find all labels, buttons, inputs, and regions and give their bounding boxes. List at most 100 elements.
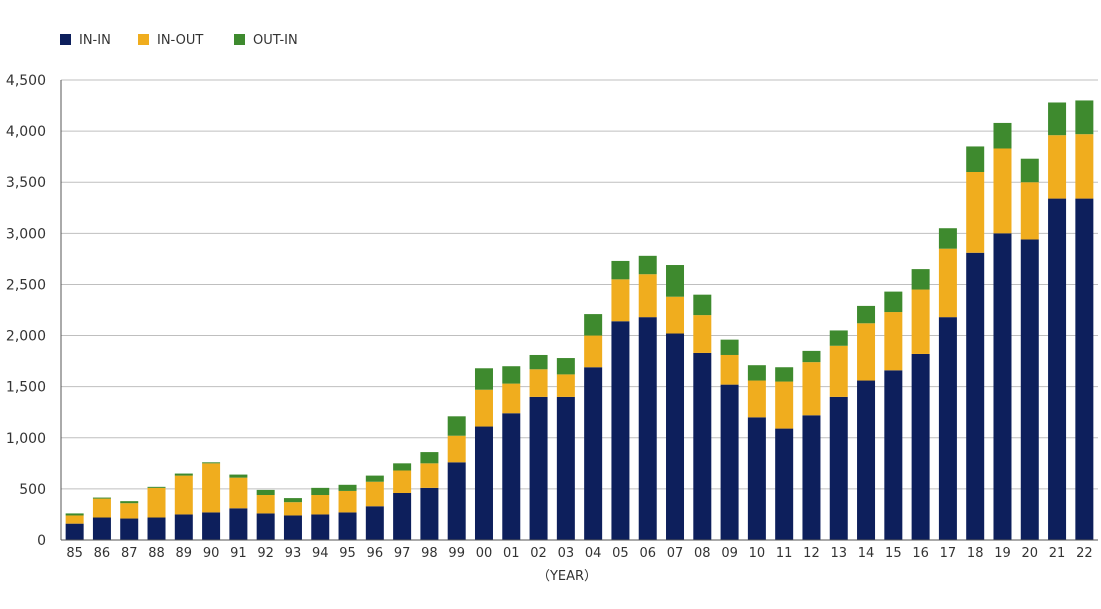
x-tick-label: 08 bbox=[694, 546, 711, 561]
bar-in-in-07 bbox=[666, 333, 685, 540]
bar-out-in-00 bbox=[474, 368, 493, 390]
bar-in-out-08 bbox=[693, 315, 712, 353]
bar-out-in-85 bbox=[65, 513, 84, 516]
y-tick-label: 4,000 bbox=[6, 124, 46, 140]
bar-out-in-92 bbox=[256, 489, 275, 496]
bar-out-in-90 bbox=[202, 462, 221, 464]
bar-out-in-17 bbox=[938, 228, 957, 249]
bar-in-out-94 bbox=[311, 495, 330, 515]
x-tick-label: 90 bbox=[203, 546, 220, 561]
bar-in-out-89 bbox=[174, 475, 193, 515]
legend-swatch-out-in bbox=[234, 34, 245, 45]
bar-in-out-12 bbox=[802, 362, 821, 416]
x-tick-label: 04 bbox=[585, 546, 602, 561]
bar-out-in-18 bbox=[966, 146, 985, 172]
bar-in-in-97 bbox=[393, 492, 412, 540]
x-tick-label: 10 bbox=[749, 546, 766, 561]
y-tick-label: 1,500 bbox=[6, 380, 46, 396]
bar-in-in-94 bbox=[311, 514, 330, 540]
bar-in-out-07 bbox=[666, 296, 685, 334]
bar-in-in-87 bbox=[120, 518, 139, 540]
y-tick-label: 3,000 bbox=[6, 226, 46, 242]
bar-in-in-10 bbox=[747, 417, 766, 540]
x-tick-label: 11 bbox=[776, 546, 793, 561]
bar-in-in-22 bbox=[1075, 198, 1094, 541]
bar-out-in-08 bbox=[693, 294, 712, 316]
bar-out-in-01 bbox=[502, 366, 521, 384]
legend-swatch-in-out bbox=[138, 34, 149, 45]
bar-out-in-11 bbox=[775, 367, 794, 382]
x-tick-label: 98 bbox=[421, 546, 438, 561]
axes bbox=[60, 80, 1098, 541]
bar-out-in-16 bbox=[911, 269, 930, 290]
bar-in-in-20 bbox=[1020, 239, 1039, 540]
bar-out-in-97 bbox=[393, 463, 412, 471]
bar-in-out-92 bbox=[256, 495, 275, 514]
x-tick-label: 15 bbox=[885, 546, 902, 561]
bar-in-in-95 bbox=[338, 512, 357, 540]
bar-out-in-96 bbox=[365, 475, 384, 482]
x-tick-label: 17 bbox=[940, 546, 957, 561]
bar-in-out-01 bbox=[502, 383, 521, 414]
bar-in-in-08 bbox=[693, 352, 712, 540]
bar-in-out-04 bbox=[584, 335, 603, 368]
bar-in-out-22 bbox=[1075, 134, 1094, 199]
bar-out-in-89 bbox=[174, 473, 193, 476]
legend-swatch-in-in bbox=[60, 34, 71, 45]
bar-out-in-15 bbox=[884, 291, 903, 313]
bar-in-in-99 bbox=[447, 462, 466, 540]
bar-out-in-02 bbox=[529, 354, 548, 370]
x-tick-label: 12 bbox=[803, 546, 820, 561]
bar-in-out-91 bbox=[229, 477, 248, 509]
bar-in-in-16 bbox=[911, 353, 930, 540]
x-tick-label: 16 bbox=[912, 546, 929, 561]
y-tick-label: 3,500 bbox=[6, 175, 46, 191]
gridlines bbox=[61, 79, 1098, 490]
bar-in-in-86 bbox=[92, 517, 111, 540]
bar-in-in-18 bbox=[966, 252, 985, 540]
x-tick-label: 20 bbox=[1022, 546, 1039, 561]
x-axis-ticks: 85 86 87 88 89 90 91 92 93 94 95 96 97 98 99 00 01 02 03 04… bbox=[66, 546, 1092, 561]
bar-in-in-09 bbox=[720, 384, 739, 540]
x-tick-label: 95 bbox=[339, 546, 356, 561]
bar-in-in-00 bbox=[474, 426, 493, 540]
bar-in-in-96 bbox=[365, 506, 384, 540]
y-tick-label: 4,500 bbox=[6, 73, 46, 89]
bar-out-in-14 bbox=[857, 305, 876, 324]
x-tick-label: 92 bbox=[257, 546, 274, 561]
bar-in-out-90 bbox=[202, 463, 221, 513]
x-tick-label: 85 bbox=[66, 546, 83, 561]
bar-in-out-00 bbox=[474, 389, 493, 427]
bar-out-in-06 bbox=[638, 255, 657, 275]
y-tick-label: 1,000 bbox=[6, 431, 46, 447]
bar-in-out-06 bbox=[638, 274, 657, 318]
bar-out-in-04 bbox=[584, 314, 603, 336]
bar-out-in-03 bbox=[556, 358, 575, 375]
legend-label-in-out: IN-OUT bbox=[157, 33, 203, 48]
bar-in-in-06 bbox=[638, 317, 657, 540]
bar-out-in-22 bbox=[1075, 100, 1094, 135]
bar-in-out-17 bbox=[938, 248, 957, 318]
bar-in-out-19 bbox=[993, 148, 1012, 234]
bar-out-in-93 bbox=[283, 498, 302, 503]
bar-in-out-20 bbox=[1020, 182, 1039, 240]
bar-in-out-18 bbox=[966, 172, 985, 253]
x-tick-label: 86 bbox=[94, 546, 111, 561]
x-tick-label: 06 bbox=[639, 546, 656, 561]
bar-out-in-21 bbox=[1048, 102, 1067, 136]
bar-in-out-16 bbox=[911, 289, 930, 354]
x-tick-label: 01 bbox=[503, 546, 520, 561]
y-tick-label: 2,500 bbox=[6, 277, 46, 293]
x-tick-label: 19 bbox=[994, 546, 1011, 561]
bar-in-in-90 bbox=[202, 512, 221, 540]
x-tick-label: 07 bbox=[667, 546, 684, 561]
y-tick-label: 500 bbox=[19, 482, 46, 498]
bar-in-out-88 bbox=[147, 487, 166, 518]
bar-out-in-95 bbox=[338, 484, 357, 491]
bar-out-in-94 bbox=[311, 487, 330, 496]
bar-in-out-03 bbox=[556, 374, 575, 397]
bar-in-out-09 bbox=[720, 354, 739, 385]
y-tick-label: 2,000 bbox=[6, 329, 46, 345]
bar-in-in-15 bbox=[884, 370, 903, 540]
bar-out-in-99 bbox=[447, 416, 466, 436]
